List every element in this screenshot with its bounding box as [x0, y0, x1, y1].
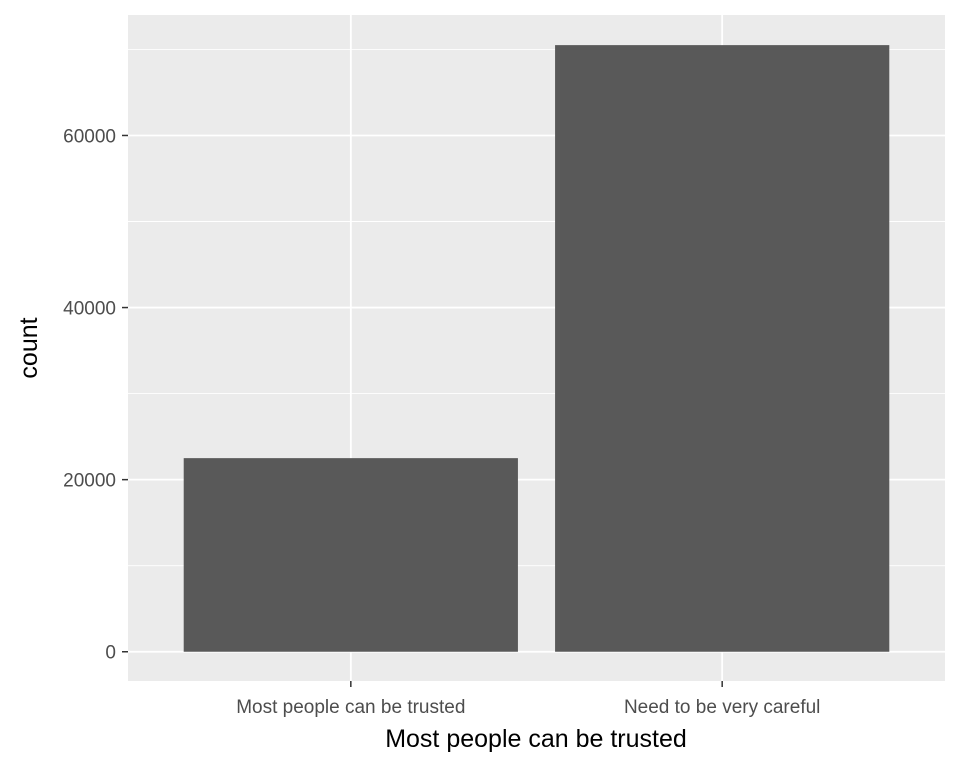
y-axis-title: count — [15, 317, 43, 378]
x-axis-title: Most people can be trusted — [385, 725, 687, 753]
bars — [183, 45, 890, 652]
y-axis-ticks: 0 20000 40000 60000 — [63, 126, 128, 664]
x-axis-ticks: Most people can be trusted Need to be ver… — [236, 681, 820, 718]
x-tick-label: Most people can be trusted — [236, 697, 465, 718]
y-tick-label: 60000 — [63, 126, 116, 147]
x-tick-label: Need to be very careful — [624, 697, 820, 718]
bar — [555, 45, 890, 652]
y-tick-label: 20000 — [63, 471, 116, 492]
bar — [183, 458, 518, 652]
y-tick-label: 40000 — [63, 299, 116, 320]
y-tick-label: 0 — [105, 643, 116, 664]
